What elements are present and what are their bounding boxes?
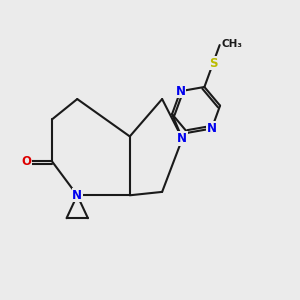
Text: O: O (22, 155, 32, 168)
Text: N: N (207, 122, 217, 135)
Text: S: S (209, 57, 217, 70)
Text: CH₃: CH₃ (221, 39, 242, 49)
Text: N: N (176, 85, 185, 98)
Text: N: N (72, 189, 82, 202)
Text: N: N (177, 132, 187, 145)
